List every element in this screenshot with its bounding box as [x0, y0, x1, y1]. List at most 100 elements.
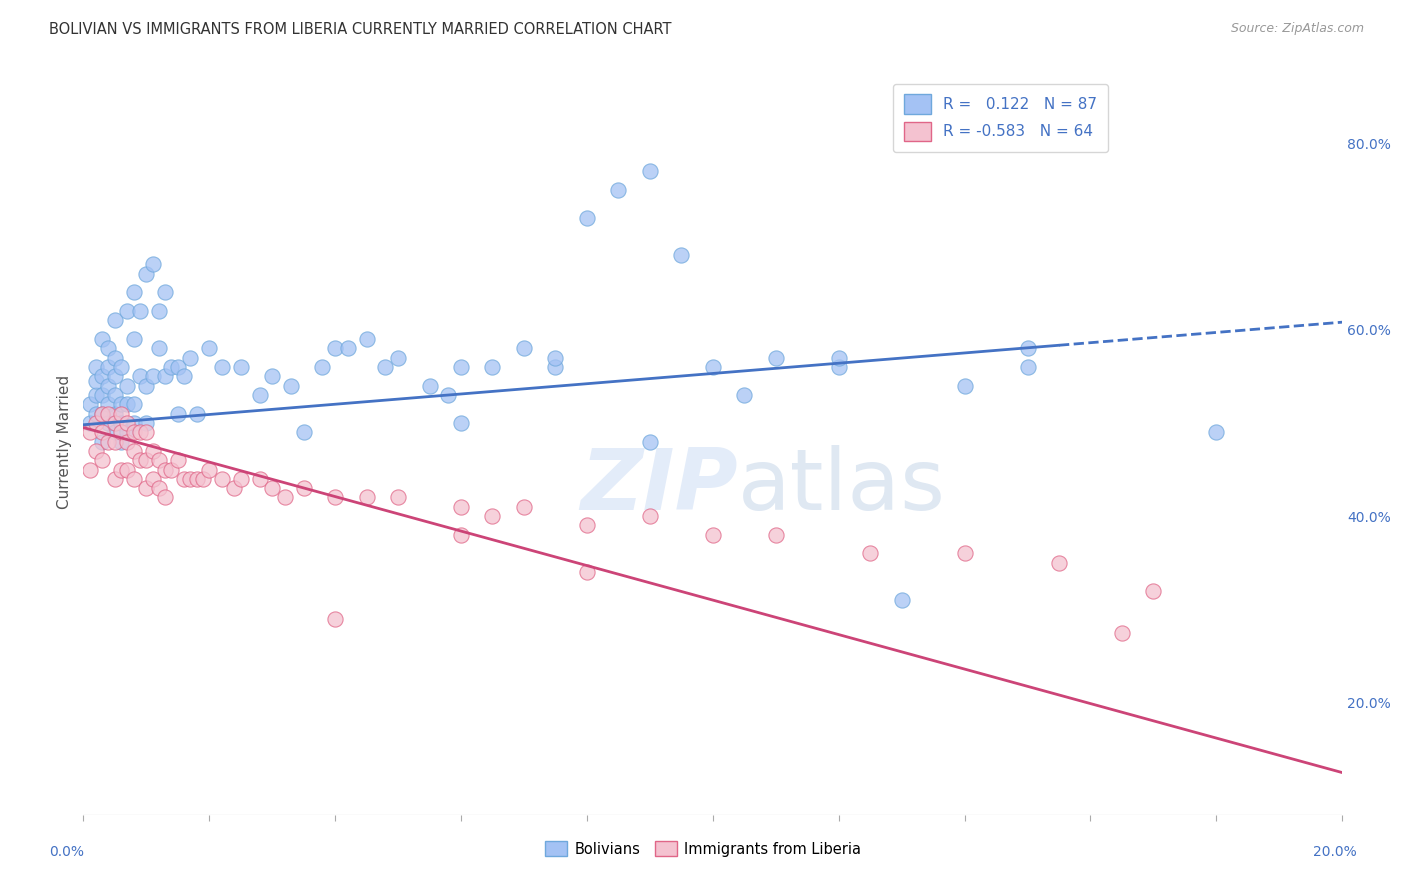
- Point: [450, 359, 472, 374]
- Point: [91, 407, 114, 421]
- Point: [117, 378, 139, 392]
- Point: [1111, 625, 1133, 640]
- Y-axis label: Currently Married: Currently Married: [58, 375, 72, 508]
- Point: [91, 453, 114, 467]
- Point: [153, 491, 176, 505]
- Point: [323, 491, 346, 505]
- Point: [110, 416, 132, 430]
- Point: [104, 425, 127, 440]
- Point: [135, 425, 157, 440]
- Point: [117, 425, 139, 440]
- Point: [129, 369, 152, 384]
- Point: [79, 425, 101, 440]
- Point: [91, 369, 114, 384]
- Point: [91, 388, 114, 402]
- Point: [544, 359, 567, 374]
- Point: [356, 491, 378, 505]
- Point: [638, 509, 661, 524]
- Point: [104, 472, 127, 486]
- Point: [104, 416, 127, 430]
- Point: [323, 341, 346, 355]
- Text: Source: ZipAtlas.com: Source: ZipAtlas.com: [1230, 22, 1364, 36]
- Legend: Bolivians, Immigrants from Liberia: Bolivians, Immigrants from Liberia: [540, 835, 866, 863]
- Point: [198, 462, 221, 476]
- Point: [513, 341, 536, 355]
- Point: [211, 472, 233, 486]
- Point: [166, 453, 188, 467]
- Point: [890, 593, 912, 607]
- Point: [135, 453, 157, 467]
- Point: [166, 359, 188, 374]
- Point: [827, 359, 849, 374]
- Point: [141, 472, 163, 486]
- Point: [544, 351, 567, 365]
- Point: [122, 397, 145, 411]
- Text: BOLIVIAN VS IMMIGRANTS FROM LIBERIA CURRENTLY MARRIED CORRELATION CHART: BOLIVIAN VS IMMIGRANTS FROM LIBERIA CURR…: [49, 22, 672, 37]
- Point: [387, 491, 409, 505]
- Point: [733, 388, 755, 402]
- Point: [450, 416, 472, 430]
- Point: [280, 378, 302, 392]
- Point: [198, 341, 221, 355]
- Point: [104, 407, 127, 421]
- Point: [953, 378, 976, 392]
- Point: [148, 453, 170, 467]
- Point: [122, 443, 145, 458]
- Point: [122, 472, 145, 486]
- Point: [356, 332, 378, 346]
- Point: [292, 425, 315, 440]
- Point: [513, 500, 536, 514]
- Point: [135, 481, 157, 495]
- Point: [450, 500, 472, 514]
- Point: [141, 369, 163, 384]
- Point: [765, 351, 787, 365]
- Point: [148, 304, 170, 318]
- Point: [104, 434, 127, 449]
- Point: [104, 388, 127, 402]
- Point: [91, 425, 114, 440]
- Point: [91, 407, 114, 421]
- Point: [638, 434, 661, 449]
- Point: [79, 416, 101, 430]
- Point: [153, 285, 176, 300]
- Point: [229, 472, 252, 486]
- Point: [702, 359, 724, 374]
- Point: [110, 462, 132, 476]
- Point: [186, 407, 208, 421]
- Text: 0.0%: 0.0%: [49, 845, 84, 859]
- Point: [97, 434, 120, 449]
- Point: [117, 304, 139, 318]
- Point: [1205, 425, 1227, 440]
- Point: [141, 257, 163, 271]
- Point: [135, 378, 157, 392]
- Point: [179, 351, 201, 365]
- Point: [84, 359, 107, 374]
- Point: [104, 369, 127, 384]
- Point: [374, 359, 396, 374]
- Point: [191, 472, 214, 486]
- Text: atlas: atlas: [738, 445, 946, 528]
- Point: [122, 416, 145, 430]
- Point: [84, 443, 107, 458]
- Point: [104, 313, 127, 327]
- Point: [153, 462, 176, 476]
- Point: [110, 397, 132, 411]
- Point: [166, 407, 188, 421]
- Point: [173, 472, 195, 486]
- Point: [91, 332, 114, 346]
- Point: [249, 388, 271, 402]
- Point: [129, 425, 152, 440]
- Point: [387, 351, 409, 365]
- Point: [450, 528, 472, 542]
- Point: [575, 565, 598, 579]
- Text: ZIP: ZIP: [581, 445, 738, 528]
- Point: [117, 434, 139, 449]
- Point: [79, 397, 101, 411]
- Point: [1017, 359, 1039, 374]
- Point: [110, 359, 132, 374]
- Point: [135, 416, 157, 430]
- Point: [765, 528, 787, 542]
- Point: [311, 359, 333, 374]
- Point: [104, 351, 127, 365]
- Point: [135, 267, 157, 281]
